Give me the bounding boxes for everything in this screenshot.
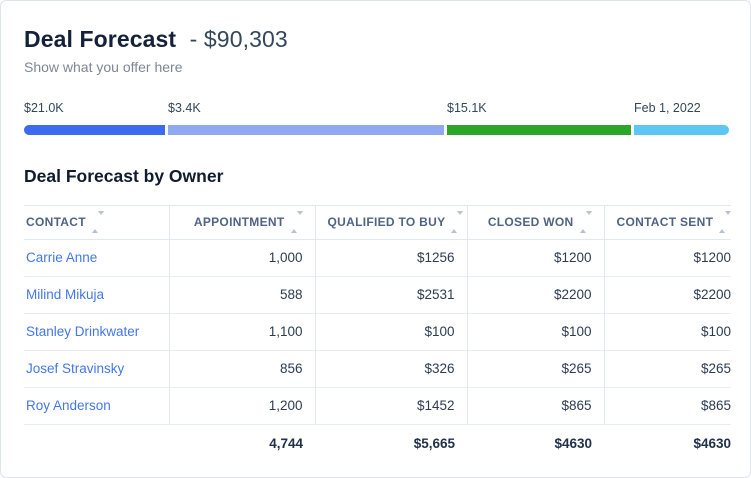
page-title-amount: - $90,303 [189, 26, 288, 52]
progress-label-3: $15.1K [447, 101, 487, 115]
column-header-contact-sent[interactable]: CONTACT SENT [603, 205, 732, 240]
cell-qualified-to-buy: $1256 [314, 239, 467, 277]
cell-appointment: 1,000 [168, 239, 315, 277]
contact-link[interactable]: Carrie Anne [26, 250, 98, 265]
sort-icon[interactable] [91, 210, 104, 233]
table-row: Milind Mikuja 588 $2531 $2200 $2200 [24, 276, 731, 314]
cell-closed-won: $865 [466, 387, 604, 425]
cell-qualified-to-buy: $326 [314, 350, 467, 388]
cell-appointment: 1,200 [168, 387, 315, 425]
contact-link[interactable]: Josef Stravinsky [26, 361, 125, 376]
cell-qualified-to-buy: $2531 [314, 276, 467, 314]
column-header-contact[interactable]: CONTACT [24, 205, 169, 240]
sort-icon[interactable] [579, 210, 592, 233]
progress-label-2: $3.4K [168, 101, 201, 115]
totals-empty-cell [24, 425, 169, 463]
progress-segment-3[interactable] [447, 125, 632, 135]
cell-contact-sent: $100 [603, 313, 731, 351]
column-header-qualified-to-buy[interactable]: QUALIFIED TO BUY [314, 205, 467, 240]
cell-contact-sent: $2200 [603, 276, 731, 314]
table-title: Deal Forecast by Owner [24, 166, 224, 186]
cell-closed-won: $265 [466, 350, 604, 388]
table-totals-row: 4,744 $5,665 $4630 $4630 [24, 425, 731, 463]
cell-qualified-to-buy: $100 [314, 313, 467, 351]
progress-label-1: $21.0K [24, 101, 64, 115]
forecast-progress-bar [24, 125, 729, 135]
total-appointment: 4,744 [269, 436, 303, 451]
progress-segment-2[interactable] [167, 125, 445, 135]
table-row: Josef Stravinsky 856 $326 $265 $265 [24, 350, 731, 388]
deal-forecast-table: CONTACT APPOINTMENT QUALIFIED TO BUY CLO… [24, 205, 732, 463]
total-qualified-to-buy: $5,665 [413, 436, 455, 451]
total-closed-won: $4630 [554, 436, 592, 451]
sort-icon[interactable] [451, 210, 464, 233]
cell-appointment: 588 [168, 276, 315, 314]
page-subtitle: Show what you offer here [24, 59, 183, 75]
cell-closed-won: $2200 [466, 276, 604, 314]
contact-link[interactable]: Roy Anderson [26, 398, 111, 413]
cell-contact-sent: $865 [603, 387, 731, 425]
table-row: Stanley Drinkwater 1,100 $100 $100 $100 [24, 313, 731, 351]
column-header-closed-won[interactable]: CLOSED WON [466, 205, 604, 240]
total-contact-sent: $4630 [693, 436, 731, 451]
sort-icon[interactable] [719, 210, 732, 233]
contact-link[interactable]: Stanley Drinkwater [26, 324, 140, 339]
page-title: Deal Forecast - $90,303 [24, 25, 728, 53]
cell-closed-won: $1200 [466, 239, 604, 277]
progress-label-4: Feb 1, 2022 [634, 101, 701, 115]
cell-qualified-to-buy: $1452 [314, 387, 467, 425]
cell-contact-sent: $265 [603, 350, 731, 388]
progress-bar-labels: $21.0K $3.4K $15.1K Feb 1, 2022 [24, 101, 728, 116]
cell-closed-won: $100 [466, 313, 604, 351]
progress-segment-1[interactable] [24, 125, 165, 135]
cell-appointment: 856 [168, 350, 315, 388]
column-header-appointment[interactable]: APPOINTMENT [168, 205, 315, 240]
table-row: Carrie Anne 1,000 $1256 $1200 $1200 [24, 239, 731, 277]
contact-link[interactable]: Milind Mikuja [26, 287, 105, 302]
progress-segment-4[interactable] [634, 125, 729, 135]
table-header-row: CONTACT APPOINTMENT QUALIFIED TO BUY CLO… [24, 205, 732, 240]
table-row: Roy Anderson 1,200 $1452 $865 $865 [24, 387, 731, 425]
cell-contact-sent: $1200 [603, 239, 731, 277]
page-title-text: Deal Forecast [24, 26, 177, 52]
cell-appointment: 1,100 [168, 313, 315, 351]
sort-icon[interactable] [290, 210, 303, 233]
